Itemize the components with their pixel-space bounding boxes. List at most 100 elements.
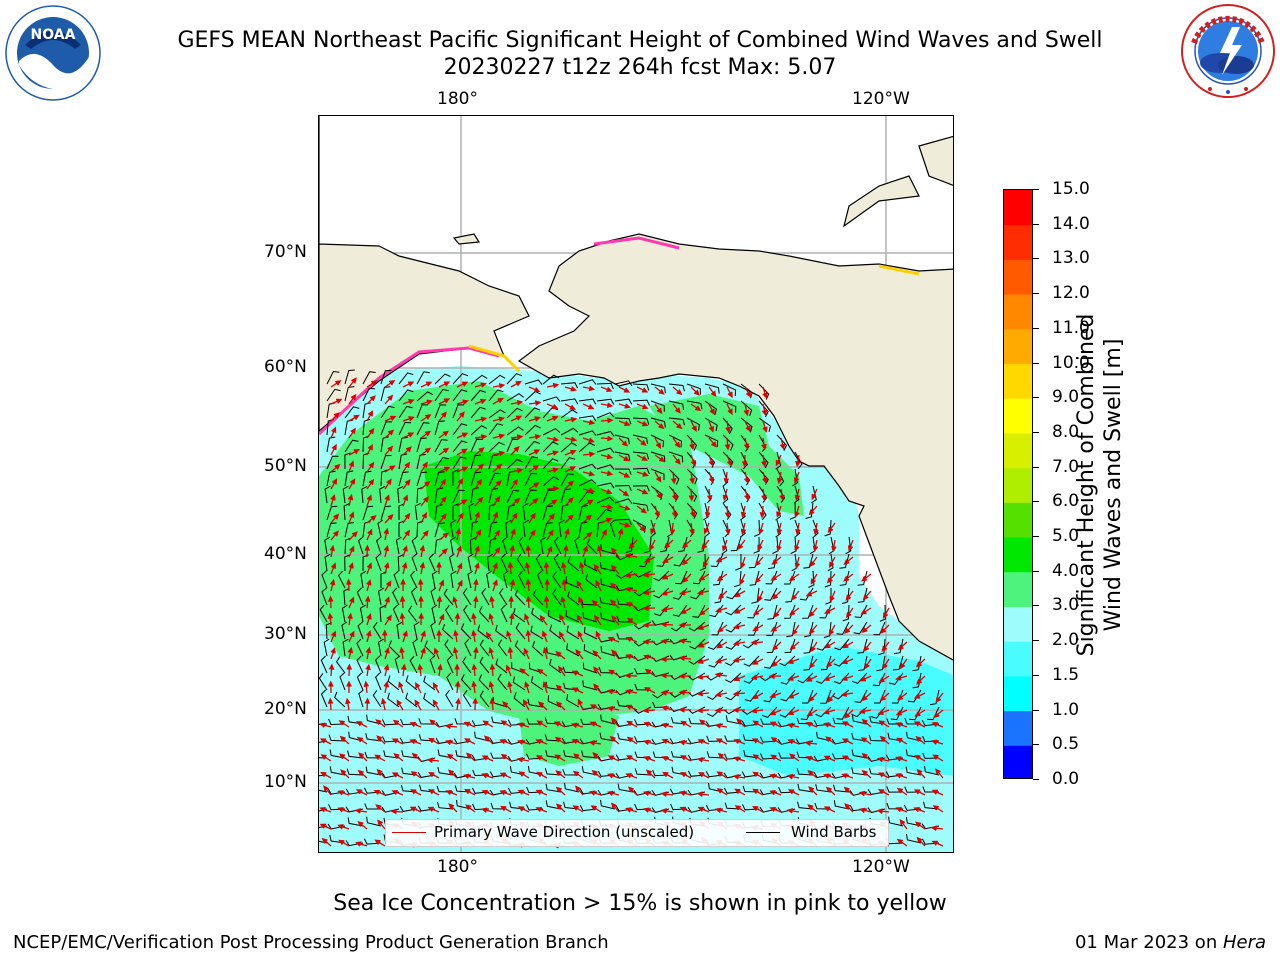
wind-barb: [751, 587, 760, 604]
wind-barb: [565, 610, 580, 623]
wind-barb: [578, 430, 597, 436]
wind-barb: [434, 487, 444, 504]
wave-arrow: [642, 639, 656, 645]
wave-arrow: [354, 808, 368, 814]
wave-arrow: [348, 414, 360, 422]
wave-arrow: [561, 561, 567, 575]
wave-arrow: [752, 788, 764, 796]
wind-barb: [793, 485, 800, 504]
wind-barb: [488, 374, 506, 385]
wind-barb: [325, 622, 332, 640]
wind-barb: [803, 553, 814, 569]
wave-arrow: [348, 460, 355, 473]
wind-barb: [344, 554, 351, 572]
wave-arrow: [436, 629, 442, 643]
wind-barb: [326, 505, 338, 521]
wave-arrow: [474, 511, 480, 524]
wave-arrow: [860, 737, 872, 745]
wave-arrow: [805, 590, 818, 597]
wave-arrow: [492, 511, 499, 524]
wind-barb: [524, 489, 537, 504]
wave-arrow: [546, 485, 560, 492]
wave-arrow: [488, 612, 494, 626]
wave-arrow: [375, 719, 386, 728]
wind-barb: [758, 451, 769, 469]
wind-barb: [326, 522, 337, 538]
wind-barb: [726, 587, 742, 600]
wave-arrow: [573, 753, 584, 762]
wave-arrow: [366, 562, 373, 575]
wind-barb: [398, 372, 414, 385]
wind-barb: [563, 750, 580, 759]
wave-arrow: [474, 545, 480, 558]
colorbar-tick-mark: [1033, 189, 1039, 190]
wave-arrow: [535, 755, 548, 762]
wave-arrow: [642, 790, 656, 796]
wind-barb: [686, 434, 698, 451]
wind-barb: [566, 625, 580, 640]
colorbar-segment: [1004, 710, 1032, 746]
wind-barb: [468, 502, 475, 521]
wave-arrow: [787, 692, 800, 699]
colorbar-tick: 0.5: [1052, 734, 1080, 755]
wave-arrow: [794, 556, 801, 570]
wave-arrow: [456, 499, 468, 507]
wave-arrow: [606, 705, 620, 712]
wave-arrow: [794, 539, 800, 552]
wind-barb: [873, 689, 886, 704]
wind-barb: [632, 399, 650, 406]
wave-arrow: [672, 420, 683, 430]
wind-barb: [614, 451, 631, 461]
colorbar-tick-mark: [1033, 640, 1039, 642]
wave-arrow: [402, 512, 411, 524]
wave-arrow: [788, 753, 800, 762]
wave-arrow: [609, 599, 620, 609]
wave-arrow: [697, 806, 710, 813]
wind-barb: [812, 519, 819, 538]
wind-barb: [600, 612, 616, 623]
wave-arrow: [485, 631, 494, 643]
wave-arrow: [859, 675, 872, 682]
wave-arrow: [762, 471, 768, 485]
wave-arrow: [877, 789, 890, 796]
wind-barb: [488, 441, 505, 453]
wind-barb: [437, 749, 454, 759]
wave-arrow: [499, 738, 512, 745]
wave-arrow: [383, 663, 390, 677]
wave-arrow: [438, 478, 447, 490]
lat-label-40n: 40°N: [264, 544, 307, 564]
wave-arrow: [510, 467, 524, 474]
wave-arrow: [678, 622, 692, 628]
wave-arrow: [519, 668, 530, 677]
wave-arrow: [739, 573, 746, 586]
wind-barb: [434, 404, 447, 419]
wave-arrow: [528, 482, 540, 490]
wind-barb: [653, 570, 670, 582]
wave-arrow: [758, 522, 764, 535]
wave-arrow: [761, 437, 767, 451]
wind-barb: [411, 536, 418, 555]
wave-arrow: [811, 488, 818, 501]
wave-arrow: [346, 578, 352, 592]
wind-barb: [343, 587, 350, 606]
wind-barb: [365, 766, 382, 776]
wind-barb: [735, 553, 742, 571]
wind-barb: [656, 553, 670, 567]
wave-arrow: [577, 698, 584, 711]
wave-arrow: [348, 478, 356, 490]
wind-barb: [324, 485, 331, 504]
wind-barb: [797, 672, 814, 684]
wave-arrow: [327, 697, 334, 711]
colorbar-segment: [1004, 328, 1032, 365]
wave-arrow: [757, 590, 764, 603]
wave-arrow: [384, 494, 390, 507]
wind-barb: [766, 638, 778, 654]
wave-arrow: [376, 768, 386, 779]
wind-barb: [560, 442, 578, 453]
wave-arrow: [726, 386, 733, 399]
wave-arrow: [689, 522, 695, 536]
wave-arrow: [624, 586, 638, 593]
colorbar-label-line2: Wind Waves and Swell [m]: [1101, 338, 1126, 632]
wave-arrow: [733, 738, 746, 745]
wave-arrow: [636, 386, 649, 393]
